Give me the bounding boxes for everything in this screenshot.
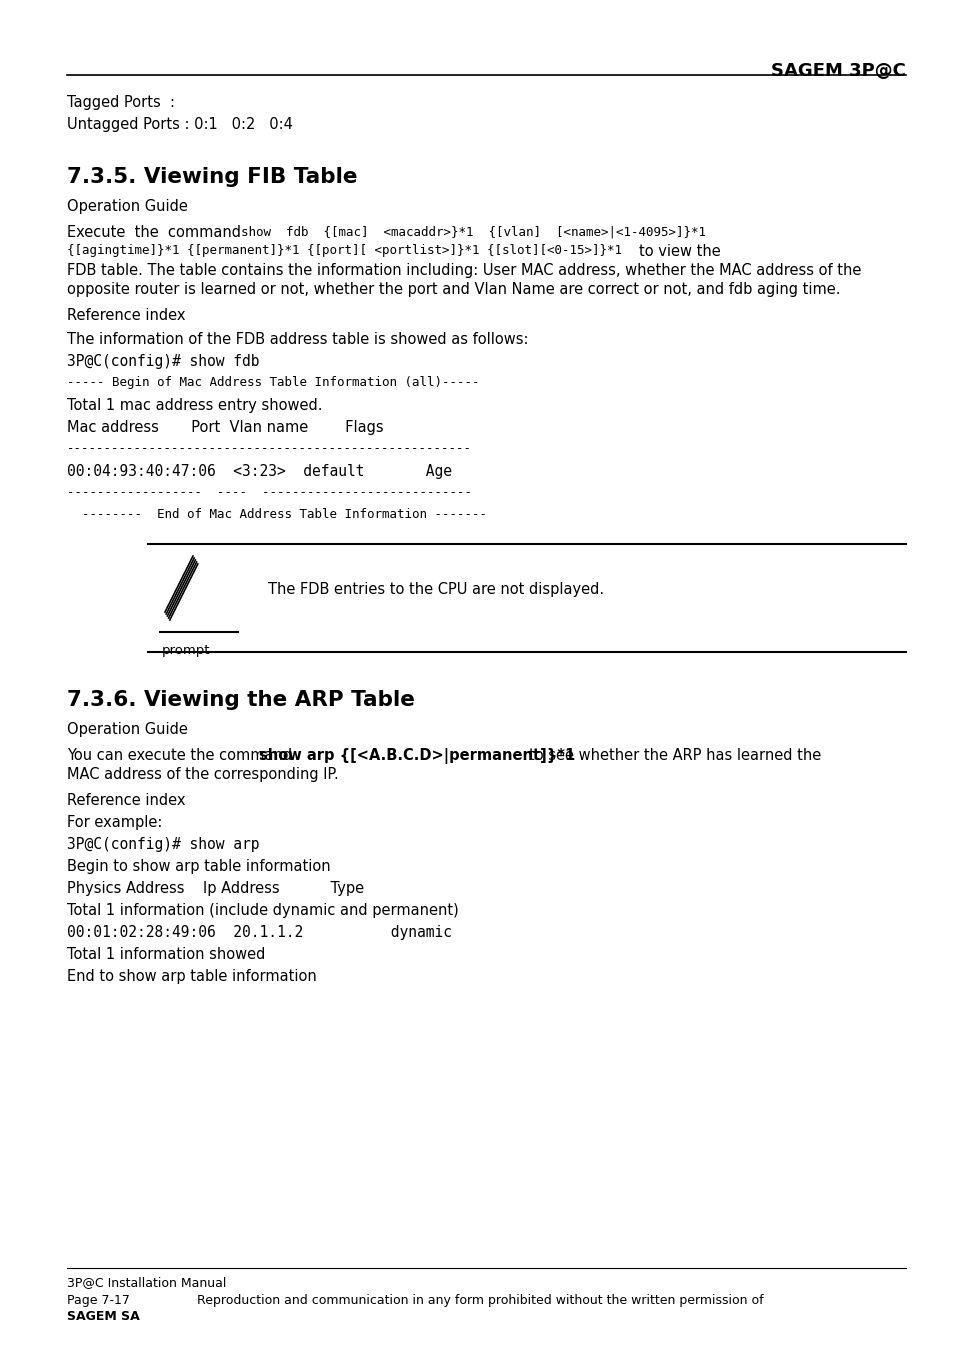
Text: End to show arp table information: End to show arp table information: [67, 969, 316, 984]
Text: opposite router is learned or not, whether the port and Vlan Name are correct or: opposite router is learned or not, wheth…: [67, 282, 840, 297]
Text: show  fdb  {[mac]  <macaddr>}*1  {[vlan]  [<name>|<1-4095>]}*1: show fdb {[mac] <macaddr>}*1 {[vlan] [<n…: [241, 226, 705, 238]
Text: Total 1 information (include dynamic and permanent): Total 1 information (include dynamic and…: [67, 902, 458, 917]
Text: ------------------  ----  ----------------------------: ------------------ ---- ----------------…: [67, 486, 472, 499]
Text: Mac address       Port  Vlan name        Flags: Mac address Port Vlan name Flags: [67, 420, 383, 435]
Text: to view the: to view the: [639, 245, 720, 259]
Text: SAGEM SA: SAGEM SA: [67, 1310, 139, 1323]
Text: MAC address of the corresponding IP.: MAC address of the corresponding IP.: [67, 767, 338, 782]
Text: 3P@C(config)# show fdb: 3P@C(config)# show fdb: [67, 354, 259, 369]
Text: You can execute the command: You can execute the command: [67, 748, 296, 763]
Text: to see whether the ARP has learned the: to see whether the ARP has learned the: [529, 748, 821, 763]
Text: Reference index: Reference index: [67, 793, 185, 808]
Text: SAGEM 3P@C: SAGEM 3P@C: [770, 62, 905, 80]
Text: Begin to show arp table information: Begin to show arp table information: [67, 859, 331, 874]
Text: Total 1 mac address entry showed.: Total 1 mac address entry showed.: [67, 399, 322, 413]
Text: For example:: For example:: [67, 815, 162, 830]
Text: Page 7-17: Page 7-17: [67, 1294, 130, 1306]
Text: show arp {[<A.B.C.D>|permanent]}*1: show arp {[<A.B.C.D>|permanent]}*1: [258, 748, 575, 765]
Text: prompt: prompt: [162, 644, 211, 657]
Text: 7.3.6. Viewing the ARP Table: 7.3.6. Viewing the ARP Table: [67, 690, 415, 711]
Text: ----- Begin of Mac Address Table Information (all)-----: ----- Begin of Mac Address Table Informa…: [67, 376, 479, 389]
Text: {[agingtime]}*1 {[permanent]}*1 {[port][ <portlist>]}*1 {[slot][<0-15>]}*1: {[agingtime]}*1 {[permanent]}*1 {[port][…: [67, 245, 621, 257]
Text: The FDB entries to the CPU are not displayed.: The FDB entries to the CPU are not displ…: [268, 582, 603, 597]
Text: Tagged Ports  :: Tagged Ports :: [67, 95, 174, 109]
Text: Reproduction and communication in any form prohibited without the written permis: Reproduction and communication in any fo…: [196, 1294, 762, 1306]
Text: Operation Guide: Operation Guide: [67, 199, 188, 213]
Text: Total 1 information showed: Total 1 information showed: [67, 947, 265, 962]
Text: ------------------------------------------------------: ----------------------------------------…: [67, 442, 472, 455]
Text: 00:01:02:28:49:06  20.1.1.2          dynamic: 00:01:02:28:49:06 20.1.1.2 dynamic: [67, 925, 452, 940]
Text: Operation Guide: Operation Guide: [67, 721, 188, 738]
Text: 3P@C(config)# show arp: 3P@C(config)# show arp: [67, 838, 259, 852]
Text: --------  End of Mac Address Table Information -------: -------- End of Mac Address Table Inform…: [67, 508, 486, 521]
Text: 7.3.5. Viewing FIB Table: 7.3.5. Viewing FIB Table: [67, 168, 357, 186]
Text: The information of the FDB address table is showed as follows:: The information of the FDB address table…: [67, 332, 528, 347]
Text: Execute  the  command: Execute the command: [67, 226, 250, 240]
Text: Physics Address    Ip Address           Type: Physics Address Ip Address Type: [67, 881, 364, 896]
Text: 00:04:93:40:47:06  <3:23>  default       Age: 00:04:93:40:47:06 <3:23> default Age: [67, 463, 452, 480]
Text: Reference index: Reference index: [67, 308, 185, 323]
Text: 3P@C Installation Manual: 3P@C Installation Manual: [67, 1275, 226, 1289]
Text: FDB table. The table contains the information including: User MAC address, wheth: FDB table. The table contains the inform…: [67, 263, 861, 278]
Text: Untagged Ports : 0:1   0:2   0:4: Untagged Ports : 0:1 0:2 0:4: [67, 118, 293, 132]
